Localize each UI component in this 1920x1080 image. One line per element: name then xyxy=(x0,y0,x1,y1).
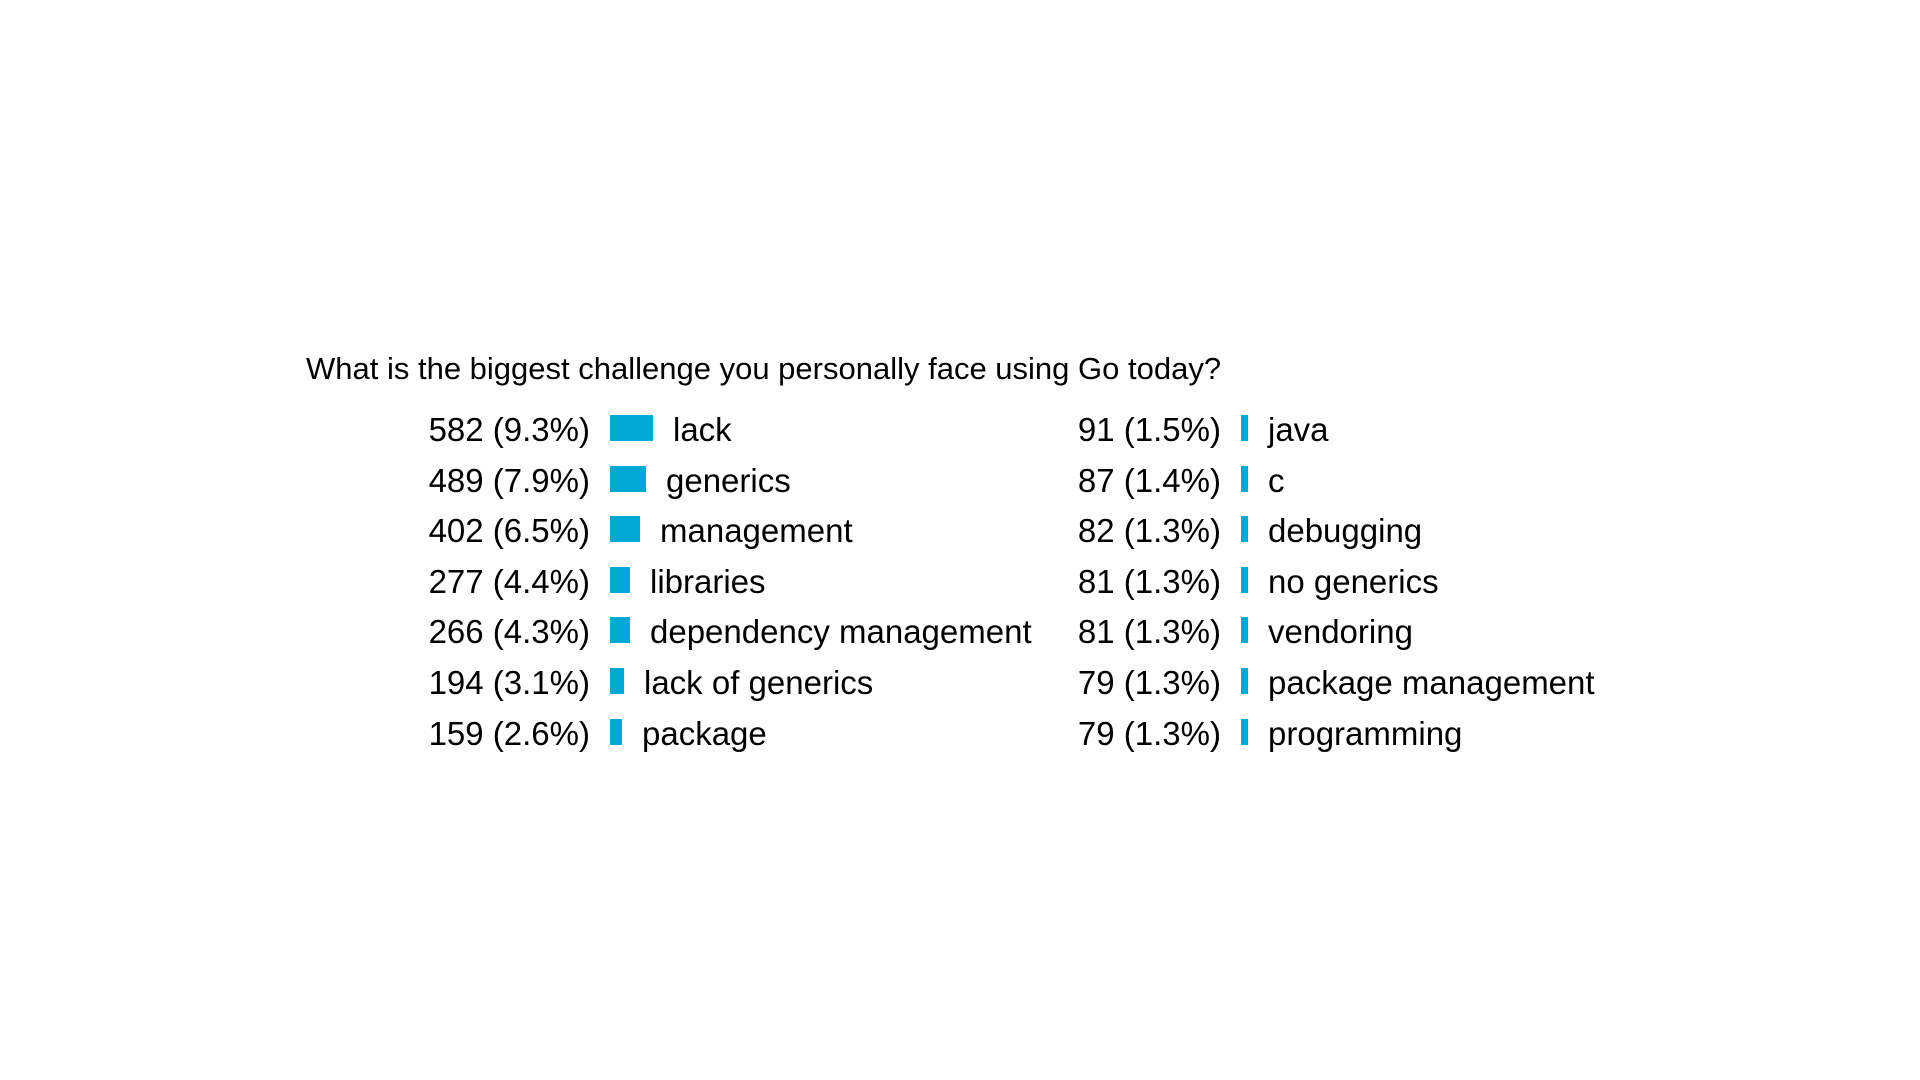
bar-category-label: vendoring xyxy=(1268,613,1413,651)
bar-category-label: no generics xyxy=(1268,562,1439,600)
bar-category-label: package xyxy=(642,714,767,752)
bar-category-label: lack xyxy=(673,411,732,448)
chart-title: What is the biggest challenge you person… xyxy=(306,351,1222,386)
bar xyxy=(610,667,624,694)
bar-category-label: lack of generics xyxy=(644,663,874,701)
bar-category-label: java xyxy=(1268,411,1329,448)
bar xyxy=(1241,667,1248,694)
bar-value-label: 81 (1.3%) xyxy=(1077,562,1221,600)
bar xyxy=(1241,566,1248,593)
bar xyxy=(610,718,622,745)
bar-value-label: 87 (1.4%) xyxy=(1077,461,1221,499)
bar xyxy=(610,415,653,441)
bar-value-label: 159 (2.6%) xyxy=(428,714,590,752)
bar-category-label: debugging xyxy=(1268,512,1423,550)
bar xyxy=(610,617,630,644)
bar xyxy=(1241,516,1248,543)
bar-value-label: 277 (4.4%) xyxy=(428,562,590,600)
bar-value-label: 489 (7.9%) xyxy=(428,461,590,499)
bar-value-label: 79 (1.3%) xyxy=(1077,663,1221,701)
bar-value-label: 402 (6.5%) xyxy=(428,512,590,550)
bar-category-label: generics xyxy=(666,461,791,499)
bar-category-label: c xyxy=(1268,461,1285,499)
bar-category-label: libraries xyxy=(650,562,766,600)
bar-value-label: 194 (3.1%) xyxy=(428,663,590,701)
bar-category-label: dependency management xyxy=(650,613,1032,651)
bar-category-label: package management xyxy=(1268,663,1595,701)
bar xyxy=(1241,617,1248,644)
bar-category-label: management xyxy=(660,512,853,550)
bar-value-label: 266 (4.3%) xyxy=(428,613,590,651)
bar xyxy=(1241,465,1248,492)
bar-value-label: 82 (1.3%) xyxy=(1077,512,1221,550)
bar-category-label: programming xyxy=(1268,714,1463,752)
bar xyxy=(1241,718,1248,745)
bar-value-label: 81 (1.3%) xyxy=(1077,613,1221,651)
bar-value-label: 91 (1.5%) xyxy=(1077,411,1221,448)
bar xyxy=(1241,415,1248,441)
bar xyxy=(610,465,646,492)
bar-value-label: 79 (1.3%) xyxy=(1077,714,1221,752)
bar-value-label: 582 (9.3%) xyxy=(428,411,590,448)
bar xyxy=(610,566,630,593)
bar xyxy=(610,516,640,543)
